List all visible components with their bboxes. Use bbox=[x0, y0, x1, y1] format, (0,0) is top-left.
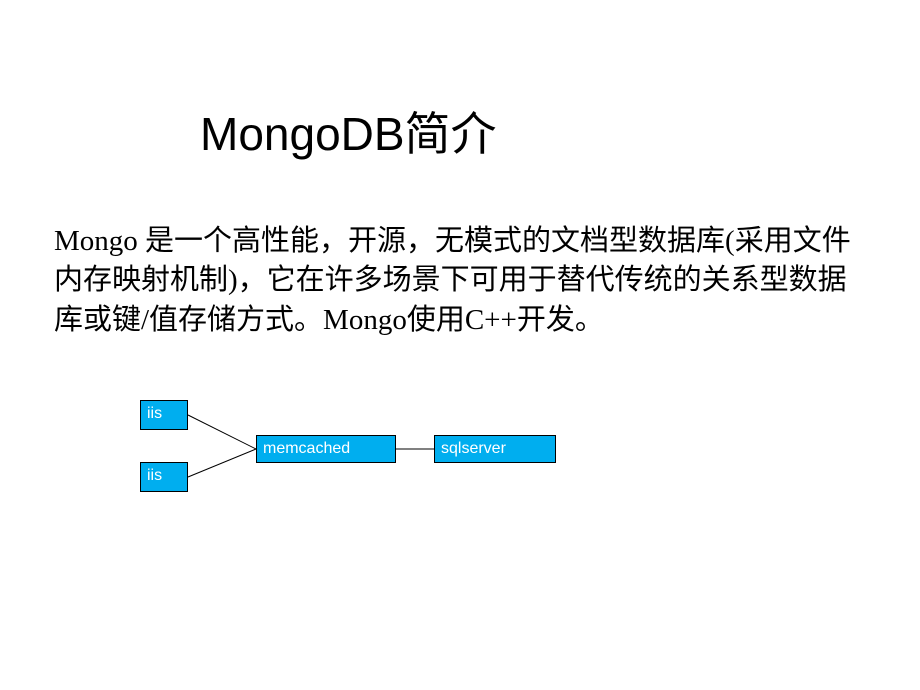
diagram-edges bbox=[140, 400, 660, 520]
diagram-node-sqlserver: sqlserver bbox=[434, 435, 556, 463]
diagram-node-iis-1: iis bbox=[140, 400, 188, 430]
page-title: MongoDB简介 bbox=[200, 98, 497, 164]
diagram-node-iis-2: iis bbox=[140, 462, 188, 492]
body-paragraph: Mongo 是一个高性能，开源，无模式的文档型数据库(采用文件内存映射机制)，它… bbox=[54, 222, 854, 340]
diagram-node-memcached: memcached bbox=[256, 435, 396, 463]
architecture-diagram: iis iis memcached sqlserver bbox=[140, 400, 660, 520]
